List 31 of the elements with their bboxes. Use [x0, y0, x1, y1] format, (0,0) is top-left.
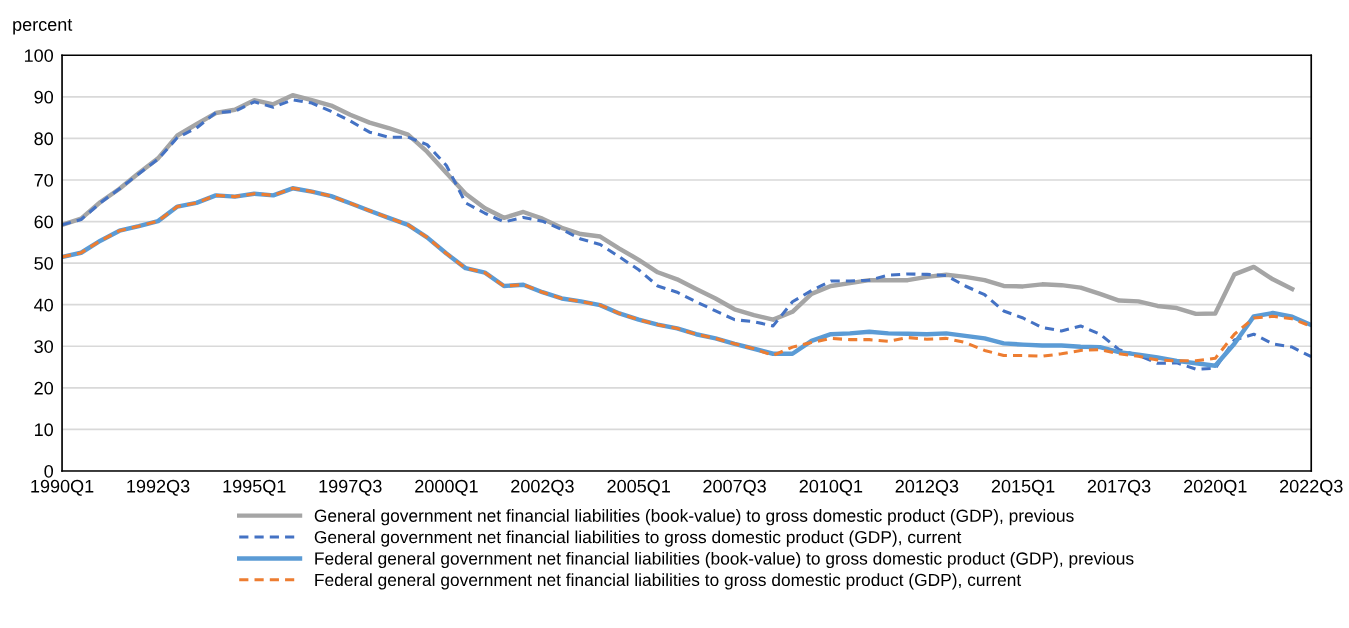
x-tick-label: 2012Q3: [895, 479, 959, 496]
x-tick-label: 2005Q1: [607, 479, 670, 496]
y-tick-label: 90: [34, 90, 54, 104]
x-tick-label: 2017Q3: [1087, 479, 1151, 496]
x-tick-label: 2002Q3: [511, 479, 574, 496]
legend-label: Federal general government net financial liabilities to gross domestic product (GDP), current: [315, 573, 1022, 590]
x-tick-label: 2022Q3: [1280, 479, 1343, 496]
y-tick-label: 10: [35, 423, 54, 437]
legend-label: General government net financial liabilities to gross domestic product (GDP), current: [314, 530, 962, 547]
legend-label: General government net financial liabilities (book-value) to gross domestic product (GDP), previous: [314, 509, 1074, 526]
x-tick-label: 2000Q1: [415, 479, 478, 496]
x-tick-label: 1990Q1: [31, 479, 94, 496]
y-tick-label: 20: [34, 381, 54, 395]
y-tick-label: 50: [34, 257, 54, 270]
x-tick-label: 2015Q1: [991, 479, 1055, 496]
x-tick-label: 2010Q1: [799, 479, 863, 496]
y-tick-label: 60: [34, 215, 54, 229]
y-tick-label: 70: [34, 173, 54, 187]
legend-label: Federal general government net financial liabilities (book-value) to gross domestic product (GDP), previous: [315, 551, 1134, 569]
line-series: [62, 98, 1312, 371]
y-axis-title: percent: [13, 19, 73, 35]
y-tick-label: 30: [34, 340, 54, 353]
x-tick-label: 1992Q3: [127, 479, 190, 496]
y-tick-label: 40: [34, 298, 54, 312]
y-tick-label: 0: [44, 464, 54, 478]
x-tick-label: 2020Q1: [1184, 479, 1247, 496]
x-tick-label: 2007Q3: [703, 479, 766, 496]
x-tick-label: 1995Q1: [223, 479, 286, 496]
y-tick-label: 100: [24, 49, 54, 62]
x-tick-label: 1997Q3: [319, 479, 382, 496]
y-tick-label: 80: [34, 132, 54, 146]
